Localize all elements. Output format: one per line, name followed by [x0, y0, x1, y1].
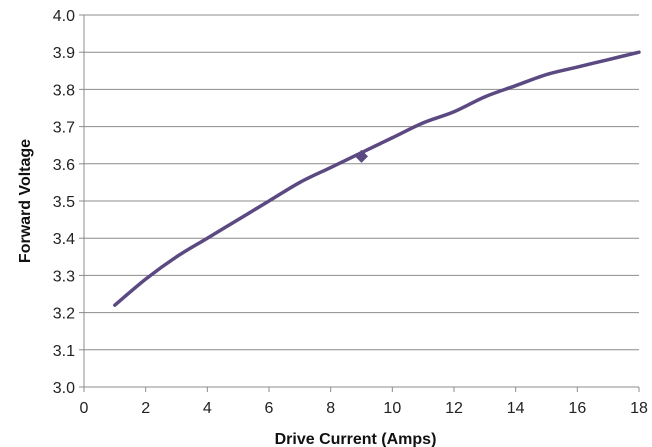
x-tick-label: 0: [80, 400, 89, 417]
x-tick-label: 6: [265, 400, 274, 417]
y-tick-label: 3.5: [53, 194, 75, 211]
y-tick-label: 3.2: [53, 306, 75, 323]
y-tick-label: 3.8: [53, 82, 75, 99]
x-axis-ticks: 0 2 4 6 8 10 12 14 16 18: [80, 387, 648, 417]
y-tick-label: 3.4: [53, 231, 75, 248]
y-tick-label: 3.7: [53, 120, 75, 137]
x-tick-label: 12: [445, 400, 463, 417]
y-tick-label: 3.3: [53, 268, 75, 285]
x-tick-label: 16: [568, 400, 586, 417]
y-axis-title: Forward Voltage: [17, 139, 34, 263]
horizontal-gridlines: [84, 14, 639, 388]
y-tick-label: 3.1: [53, 343, 75, 360]
x-tick-label: 18: [630, 400, 648, 417]
series-layer: [113, 50, 641, 307]
series-line: [113, 50, 641, 307]
x-tick-label: 2: [141, 400, 150, 417]
x-tick-label: 10: [383, 400, 401, 417]
y-tick-label: 3.0: [53, 380, 75, 397]
x-tick-label: 14: [507, 400, 525, 417]
y-tick-label: 3.6: [53, 157, 75, 174]
marker-layer: [355, 149, 368, 163]
data-point-marker: [355, 149, 368, 163]
x-tick-label: 4: [203, 400, 212, 417]
x-tick-label: 8: [326, 400, 335, 417]
y-tick-label: 4.0: [53, 8, 75, 25]
y-axis-ticks: 3.0 3.1 3.2 3.3 3.4 3.5 3.6 3.7 3.8 3.9 4.0: [53, 8, 84, 397]
y-tick-label: 3.9: [53, 45, 75, 62]
x-axis-title: Drive Current (Amps): [275, 431, 437, 447]
